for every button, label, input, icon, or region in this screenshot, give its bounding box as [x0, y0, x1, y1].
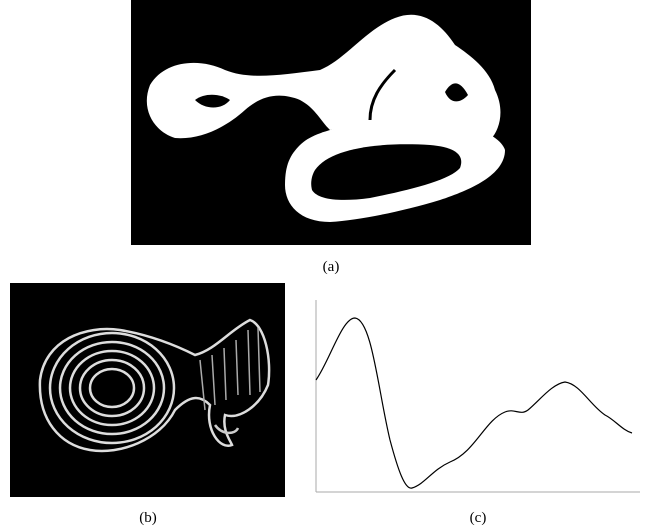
panel-c-plot: [316, 300, 640, 492]
panel-a-image: [131, 0, 531, 245]
figure: (a) (b) (c): [0, 0, 662, 531]
panel-caption: (a): [323, 259, 340, 275]
figure-canvas: (a) (b) (c): [0, 0, 662, 531]
panel-caption: (b): [139, 510, 157, 526]
panel-b-image: [10, 283, 285, 497]
panel-caption: (c): [470, 510, 487, 526]
